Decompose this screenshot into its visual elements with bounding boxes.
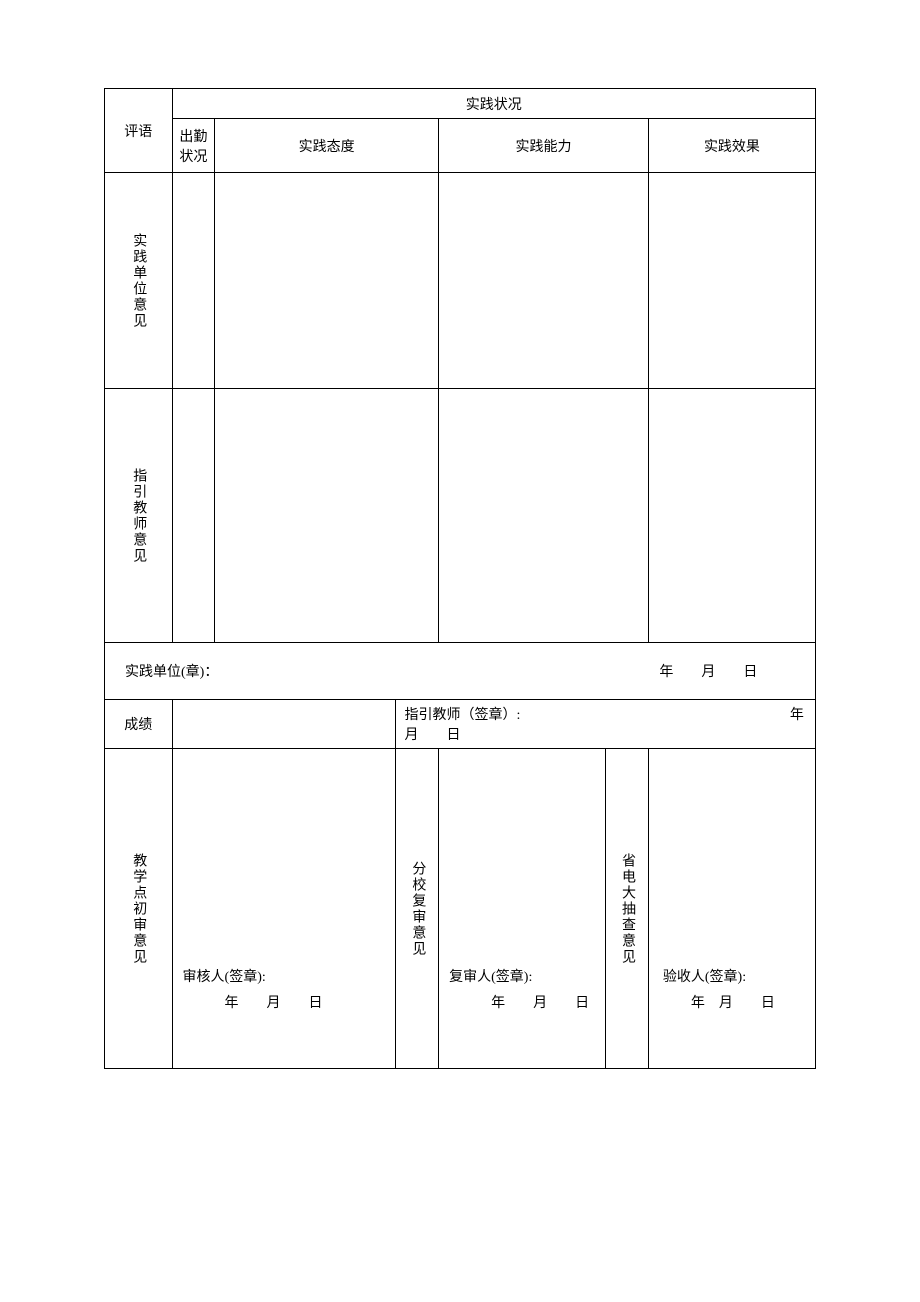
teacher-opinion-label: 指引教师意见 [105,389,173,643]
unit-attendance-cell[interactable] [172,173,215,389]
score-label: 成绩 [105,700,173,749]
unit-opinion-row: 实践单位意见 [105,173,816,389]
branch-review-label: 分校复审意见 [396,749,439,1069]
teacher-attendance-cell[interactable] [172,389,215,643]
provincial-review-label: 省电大抽查意见 [606,749,649,1069]
teacher-sign-cell[interactable]: 指引教师（签章）: 年 月 日 [396,700,816,749]
branch-reviewer-sig: 复审人(签章): [449,970,532,985]
teacher-effect-cell[interactable] [648,389,815,643]
initial-review-date: 年 月 日 [183,996,323,1011]
unit-opinion-label: 实践单位意见 [105,173,173,389]
initial-reviewer-sig: 审核人(签章): [183,970,266,985]
provincial-review-date: 年 月 日 [663,996,775,1011]
unit-stamp-cell[interactable]: 实践单位(章)： 年 月 日 [105,643,816,700]
score-row: 成绩 指引教师（签章）: 年 月 日 [105,700,816,749]
attendance-header: 出勤状况 [172,119,215,173]
effect-header: 实践效果 [648,119,815,173]
header-row-2: 出勤状况 实践态度 实践能力 实践效果 [105,119,816,173]
main-table: 评语 实践状况 出勤状况 实践态度 实践能力 实践效果 实践单位意见 指引教师意… [104,88,816,1069]
teacher-opinion-row: 指引教师意见 [105,389,816,643]
attitude-header: 实践态度 [215,119,439,173]
evaluation-form: 评语 实践状况 出勤状况 实践态度 实践能力 实践效果 实践单位意见 指引教师意… [104,88,816,1069]
practice-status-header: 实践状况 [172,89,815,119]
comments-header: 评语 [105,89,173,173]
unit-stamp-row: 实践单位(章)： 年 月 日 [105,643,816,700]
initial-review-cell[interactable]: 审核人(签章): 年 月 日 [172,749,396,1069]
score-value-cell[interactable] [172,700,396,749]
unit-effect-cell[interactable] [648,173,815,389]
branch-review-date: 年 月 日 [449,996,589,1011]
unit-attitude-cell[interactable] [215,173,439,389]
teacher-ability-cell[interactable] [439,389,649,643]
unit-ability-cell[interactable] [439,173,649,389]
teacher-attitude-cell[interactable] [215,389,439,643]
header-row-1: 评语 实践状况 [105,89,816,119]
ability-header: 实践能力 [439,119,649,173]
initial-review-label: 教学点初审意见 [105,749,173,1069]
review-row: 教学点初审意见 审核人(签章): 年 月 日 分校复审意见 复审人(签章): 年… [105,749,816,1069]
branch-review-cell[interactable]: 复审人(签章): 年 月 日 [439,749,606,1069]
provincial-review-cell[interactable]: 验收人(签章): 年 月 日 [648,749,815,1069]
provincial-reviewer-sig: 验收人(签章): [663,970,746,985]
